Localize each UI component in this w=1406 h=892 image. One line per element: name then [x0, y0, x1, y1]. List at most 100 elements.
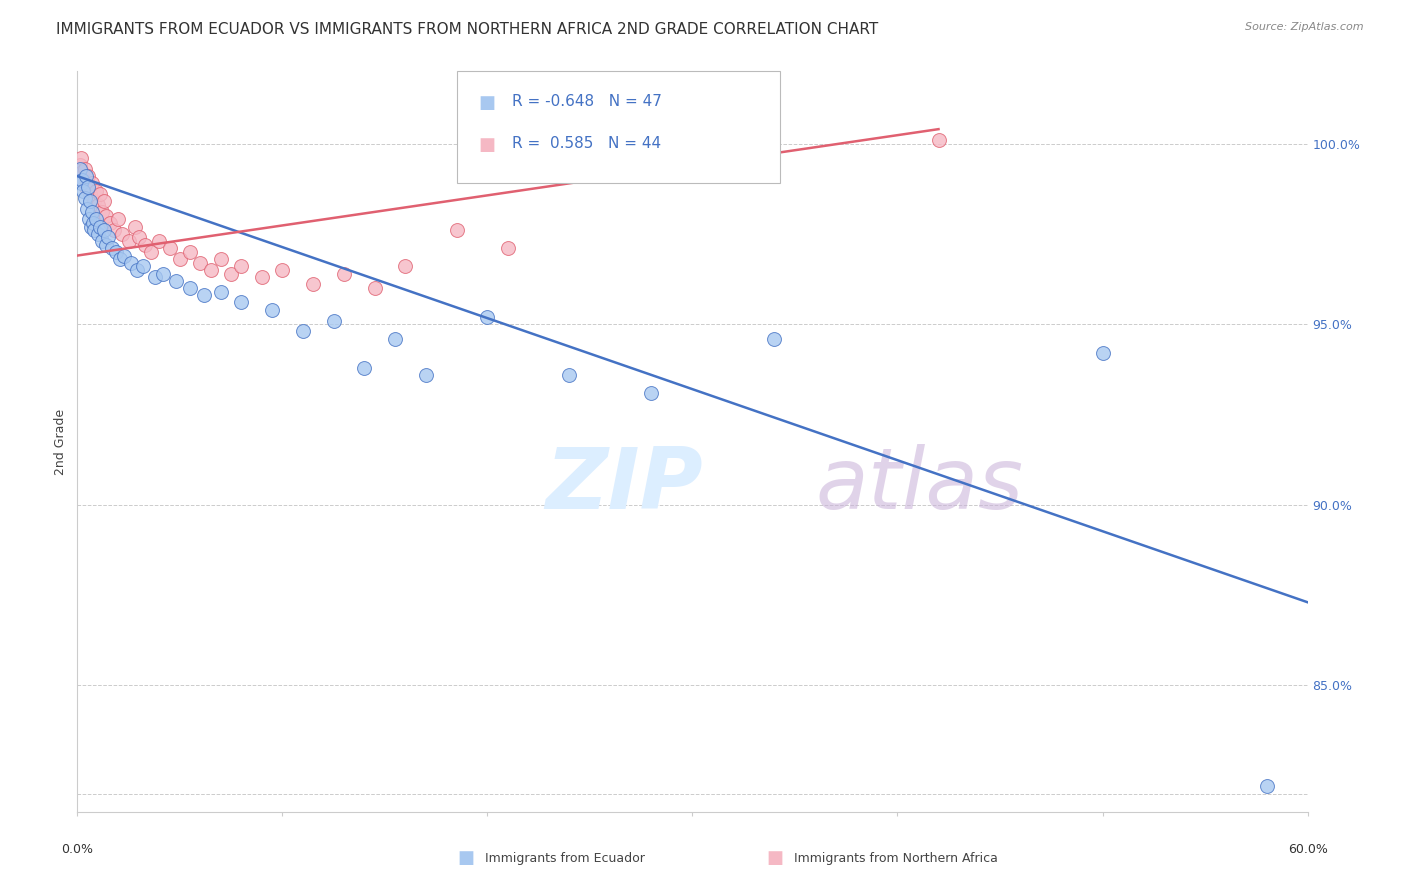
Point	[271, 263, 294, 277]
Point	[302, 277, 325, 292]
Point	[107, 212, 129, 227]
Point	[83, 223, 105, 237]
Point	[76, 169, 98, 183]
Point	[148, 234, 170, 248]
Point	[111, 227, 134, 241]
Point	[75, 180, 97, 194]
Point	[117, 234, 139, 248]
Point	[231, 260, 253, 274]
Point	[394, 260, 416, 274]
Point	[76, 202, 98, 216]
Point	[353, 360, 375, 375]
Point	[101, 241, 124, 255]
Text: ZIP: ZIP	[546, 444, 703, 527]
Text: ■: ■	[766, 849, 783, 867]
Point	[98, 216, 121, 230]
Point	[72, 184, 94, 198]
Point	[159, 241, 181, 255]
Text: 60.0%: 60.0%	[1288, 843, 1327, 856]
Point	[80, 205, 103, 219]
Point	[77, 212, 100, 227]
Point	[70, 177, 93, 191]
Point	[72, 165, 94, 179]
Point	[496, 241, 519, 255]
Point	[763, 332, 786, 346]
Point	[231, 295, 253, 310]
Point	[79, 187, 101, 202]
Point	[333, 267, 356, 281]
Point	[84, 212, 107, 227]
Point	[94, 237, 117, 252]
Point	[134, 237, 156, 252]
Point	[188, 256, 212, 270]
Point	[83, 194, 105, 209]
Point	[179, 244, 201, 259]
Text: Immigrants from Ecuador: Immigrants from Ecuador	[485, 852, 645, 864]
Point	[80, 177, 103, 191]
Point	[84, 184, 107, 198]
Point	[384, 332, 406, 346]
Point	[72, 172, 94, 186]
Point	[165, 274, 187, 288]
Point	[90, 234, 114, 248]
Point	[75, 169, 97, 183]
Y-axis label: 2nd Grade: 2nd Grade	[53, 409, 67, 475]
Text: 0.0%: 0.0%	[62, 843, 93, 856]
Point	[110, 252, 132, 267]
Point	[558, 368, 581, 382]
Point	[928, 133, 950, 147]
Point	[143, 270, 166, 285]
Point	[89, 219, 111, 234]
Text: Immigrants from Northern Africa: Immigrants from Northern Africa	[794, 852, 998, 864]
Point	[219, 267, 242, 281]
Text: ■: ■	[478, 94, 495, 112]
Point	[169, 252, 191, 267]
Point	[640, 385, 662, 400]
Point	[446, 223, 468, 237]
Point	[132, 260, 155, 274]
Point	[70, 151, 93, 165]
Text: Source: ZipAtlas.com: Source: ZipAtlas.com	[1246, 22, 1364, 32]
Point	[200, 263, 222, 277]
Point	[69, 161, 91, 176]
Point	[193, 288, 215, 302]
Point	[128, 230, 150, 244]
Point	[209, 285, 232, 299]
Point	[79, 194, 101, 209]
Text: R = -0.648   N = 47: R = -0.648 N = 47	[512, 94, 662, 109]
Point	[79, 219, 101, 234]
Point	[67, 169, 90, 183]
Point	[250, 270, 273, 285]
Point	[415, 368, 437, 382]
Point	[141, 244, 163, 259]
Point	[82, 216, 104, 230]
Text: atlas: atlas	[815, 444, 1024, 527]
Point	[291, 325, 314, 339]
Point	[105, 244, 128, 259]
Point	[87, 227, 110, 241]
Point	[363, 281, 385, 295]
Point	[209, 252, 232, 267]
Point	[477, 310, 499, 324]
Point	[114, 248, 136, 262]
Point	[93, 194, 115, 209]
Point	[73, 161, 96, 176]
Point	[94, 209, 117, 223]
Text: R =  0.585   N = 44: R = 0.585 N = 44	[512, 136, 661, 152]
Point	[322, 313, 344, 327]
Point	[69, 158, 91, 172]
Point	[1256, 780, 1278, 794]
Point	[152, 267, 174, 281]
Point	[125, 263, 148, 277]
Point	[87, 198, 110, 212]
Point	[76, 180, 98, 194]
Point	[179, 281, 201, 295]
Point	[97, 230, 120, 244]
Text: IMMIGRANTS FROM ECUADOR VS IMMIGRANTS FROM NORTHERN AFRICA 2ND GRADE CORRELATION: IMMIGRANTS FROM ECUADOR VS IMMIGRANTS FR…	[56, 22, 879, 37]
Point	[103, 223, 125, 237]
Text: ■: ■	[457, 849, 474, 867]
Point	[124, 219, 146, 234]
Point	[89, 187, 111, 202]
Point	[93, 223, 115, 237]
Point	[72, 172, 94, 186]
